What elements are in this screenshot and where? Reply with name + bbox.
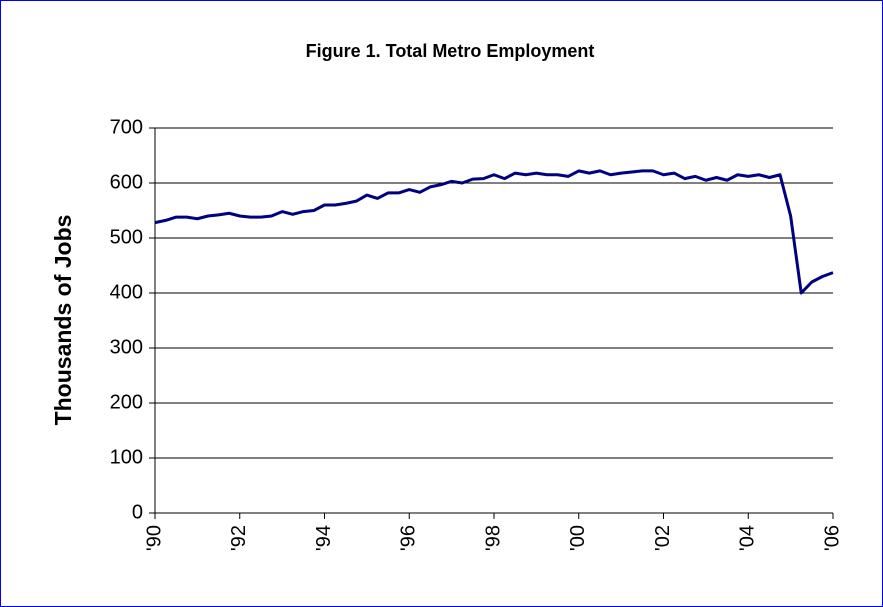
y-tick-label: 200 [110,391,143,413]
y-tick-label: 0 [132,501,143,523]
x-tick-label: '94 [313,525,335,551]
y-tick-label: 100 [110,446,143,468]
x-tick-label: '06 [821,525,843,551]
y-tick-label: 400 [110,281,143,303]
x-tick-label: '00 [567,525,589,551]
y-tick-label: 300 [110,336,143,358]
y-tick-label: 600 [110,171,143,193]
x-tick-label: '04 [737,525,759,551]
x-tick-label: '92 [228,525,250,551]
x-tick-label: '98 [482,525,504,551]
x-tick-label: '90 [143,525,165,551]
x-tick-label: '96 [398,525,420,551]
y-tick-label: 500 [110,226,143,248]
y-axis-label: Thousands of Jobs [50,215,76,426]
y-tick-label: 700 [110,116,143,138]
x-tick-label: '02 [652,525,674,551]
chart-title: Figure 1. Total Metro Employment [306,41,595,61]
data-line [154,169,834,295]
